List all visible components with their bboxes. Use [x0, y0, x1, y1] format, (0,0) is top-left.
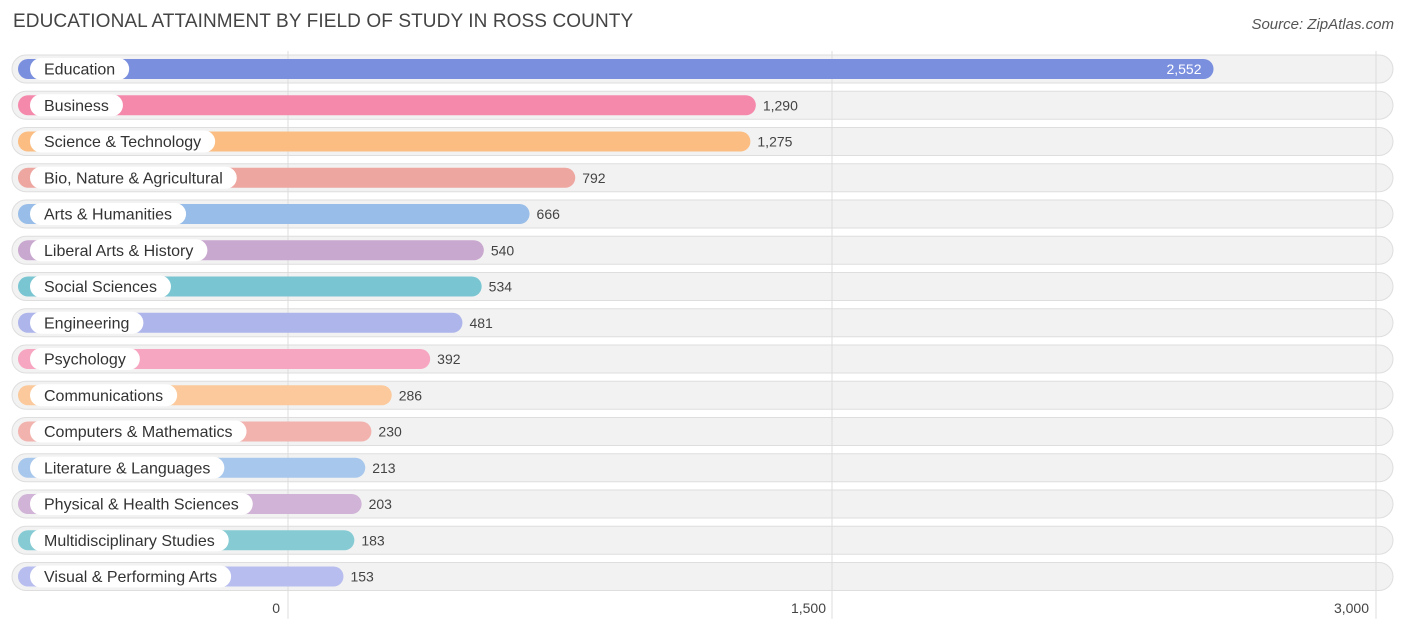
- category-label-pill: [30, 94, 123, 117]
- value-label: 203: [369, 496, 393, 512]
- bar: [18, 95, 756, 116]
- category-label-pill: [30, 384, 178, 407]
- category-label-pill: [30, 456, 225, 479]
- value-label: 2,552: [1166, 61, 1201, 77]
- value-label: 213: [372, 460, 396, 476]
- category-label: Physical & Health Sciences: [44, 497, 239, 514]
- value-label: 534: [489, 279, 513, 295]
- category-label-pill: [30, 130, 216, 153]
- category-label: Communications: [44, 388, 163, 405]
- category-label: Liberal Arts & History: [44, 243, 193, 260]
- category-label: Education: [44, 62, 115, 79]
- value-label: 481: [469, 315, 493, 331]
- x-tick-label: 1,500: [791, 600, 826, 616]
- x-tick-label: 0: [272, 600, 280, 616]
- category-label: Psychology: [44, 352, 126, 369]
- chart-title: EDUCATIONAL ATTAINMENT BY FIELD OF STUDY…: [13, 11, 634, 32]
- category-label-pill: [30, 275, 171, 298]
- category-label-pill: [30, 166, 237, 189]
- category-label-pill: [30, 565, 232, 588]
- category-label-pill: [30, 348, 140, 370]
- category-label-pill: [30, 58, 130, 80]
- category-label: Visual & Performing Arts: [44, 569, 217, 586]
- category-label: Multidisciplinary Studies: [44, 533, 215, 550]
- value-label: 792: [582, 170, 606, 186]
- row-background: [11, 525, 1394, 555]
- category-label-pill: [30, 311, 144, 334]
- value-label: 1,275: [757, 134, 792, 150]
- source-note: Source: ZipAtlas.com: [1251, 16, 1394, 33]
- value-label: 666: [537, 206, 561, 222]
- category-label: Engineering: [44, 315, 129, 332]
- category-label: Arts & Humanities: [44, 207, 172, 224]
- value-label: 230: [378, 424, 402, 440]
- category-label: Computers & Mathematics: [44, 424, 233, 441]
- category-label: Literature & Languages: [44, 460, 210, 477]
- category-label-pill: [30, 493, 253, 515]
- category-label-pill: [30, 420, 247, 443]
- category-label: Bio, Nature & Agricultural: [44, 170, 223, 187]
- row-background: [11, 562, 1394, 591]
- category-label-pill: [30, 239, 208, 262]
- category-label-pill: [30, 529, 229, 552]
- category-label-pill: [30, 203, 187, 225]
- value-label: 153: [350, 569, 374, 585]
- x-tick-label: 3,000: [1334, 600, 1369, 616]
- category-label: Science & Technology: [44, 134, 201, 151]
- value-label: 392: [437, 351, 461, 367]
- category-label: Social Sciences: [44, 279, 157, 296]
- value-label: 286: [399, 387, 423, 403]
- value-label: 1,290: [763, 97, 798, 113]
- category-label: Business: [44, 98, 109, 115]
- value-label: 183: [361, 532, 385, 548]
- bar: [18, 59, 1214, 79]
- value-label: 540: [491, 242, 515, 258]
